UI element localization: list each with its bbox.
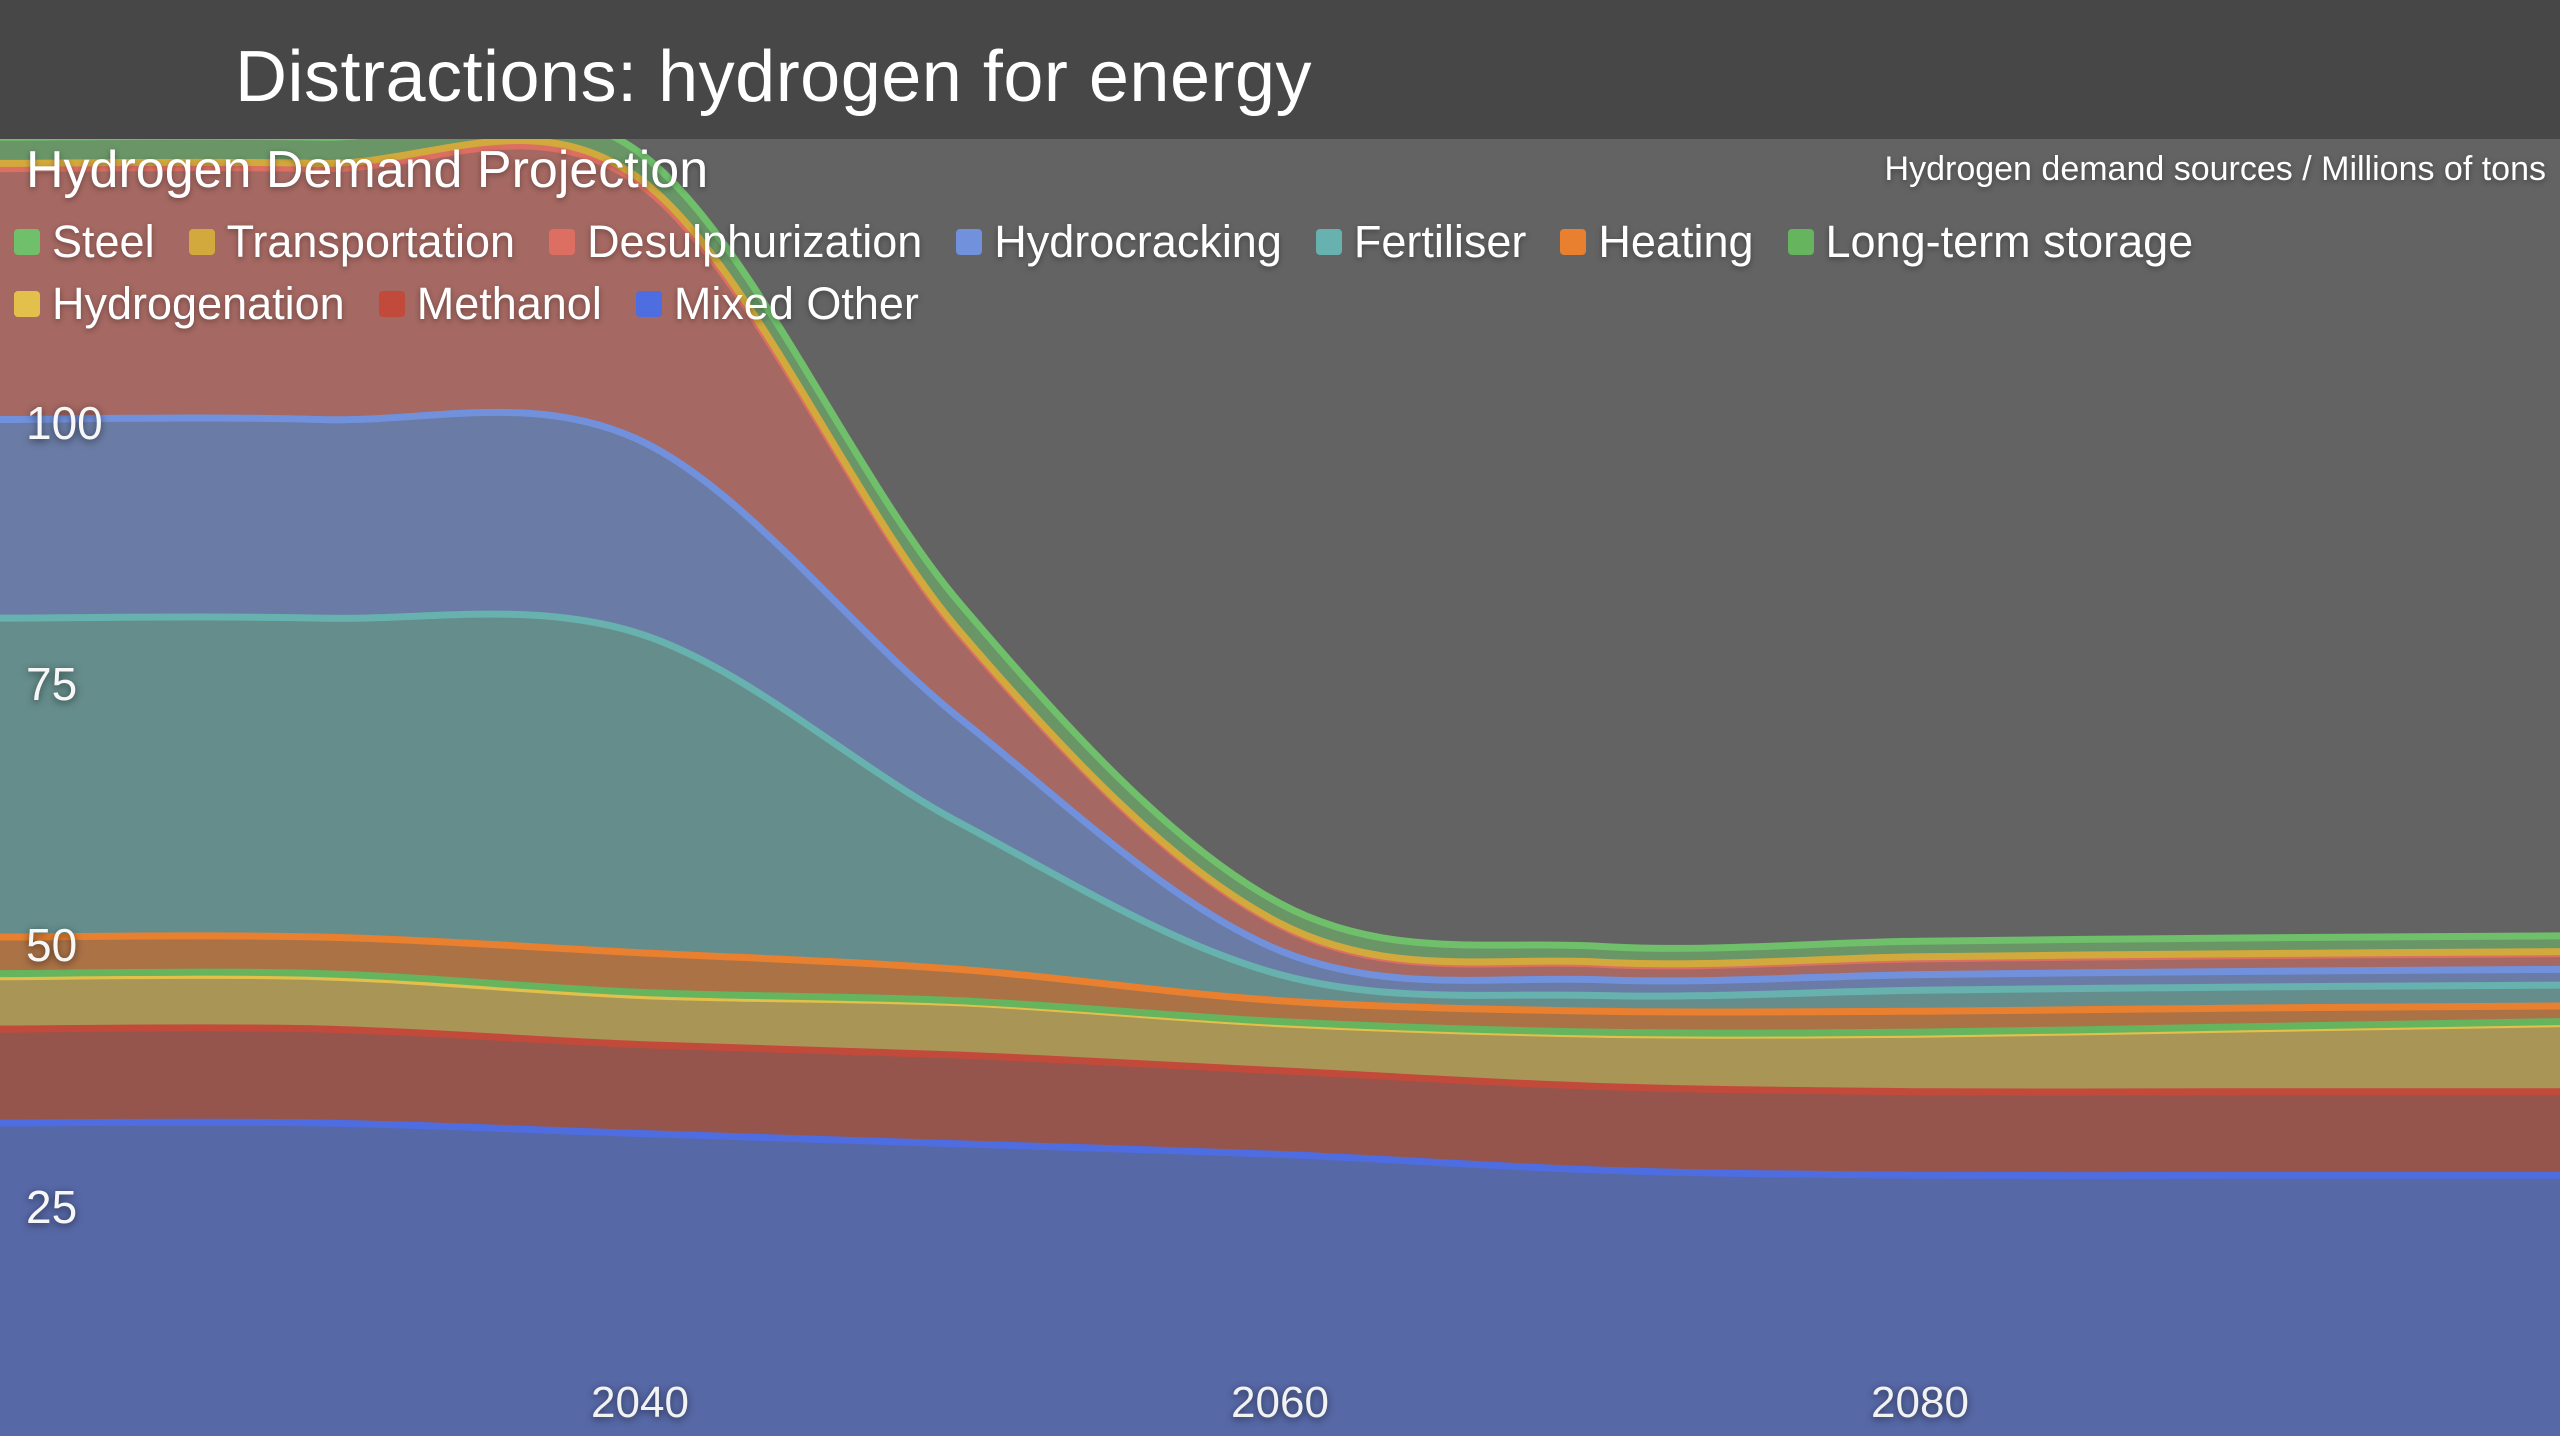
legend-item-fertiliser: Fertiliser (1315, 216, 1527, 268)
legend-label: Hydrocracking (994, 216, 1282, 267)
legend-label: Mixed Other (673, 278, 919, 329)
series-line-long-term-storage (0, 968, 2560, 1037)
legend-label: Hydrogenation (52, 278, 345, 329)
legend-label: Steel (52, 216, 155, 267)
y-tick-label-25: 25 (26, 1180, 78, 1233)
series-area-hydrocracking (0, 412, 2560, 997)
legend-label: Long-term storage (1825, 216, 2194, 267)
legend-marker-icon (378, 291, 405, 317)
x-tick-label-2040: 2040 (591, 1378, 689, 1427)
legend-item-desulphurization: Desulphurization (549, 216, 922, 268)
series-line-steel (0, 139, 2560, 952)
legend-item-hydrogenation: Hydrogenation (14, 278, 345, 330)
chart-title: Hydrogen Demand Projection (26, 141, 709, 199)
stacked-area-chart (0, 139, 2560, 1436)
legend-label: Desulphurization (587, 216, 923, 267)
legend-item-steel: Steel (14, 216, 155, 268)
legend-marker-icon (1560, 229, 1587, 255)
x-tick-label-2060: 2060 (1231, 1378, 1329, 1427)
series-area-heating (0, 935, 2560, 1034)
legend-marker-icon (1787, 229, 1814, 255)
legend-marker-icon (14, 291, 40, 317)
legend-marker-icon (635, 291, 662, 317)
series-line-transportation (0, 139, 2560, 968)
legend-marker-icon (188, 229, 215, 255)
chart-header: Hydrogen Demand Projection Hydrogen dema… (26, 140, 2546, 200)
y-tick-label-75: 75 (26, 658, 78, 710)
legend-item-long-term-storage: Long-term storage (1787, 216, 2194, 268)
legend-label: Heating (1598, 216, 1754, 267)
series-line-mixed-other (0, 1118, 2560, 1180)
legend-label: Methanol (416, 278, 602, 329)
legend-item-mixed-other: Mixed Other (635, 278, 919, 330)
legend-marker-icon (549, 229, 576, 255)
y-tick-label-100: 100 (26, 396, 103, 449)
chart-units-label: Hydrogen demand sources / Millions of to… (1884, 150, 2546, 188)
legend-label: Transportation (226, 216, 516, 267)
legend-item-heating: Heating (1560, 216, 1754, 268)
series-area-methanol (0, 1027, 2560, 1176)
x-tick-label-2080: 2080 (1871, 1378, 1969, 1427)
series-line-methanol (0, 1024, 2560, 1096)
legend-item-methanol: Methanol (378, 278, 602, 330)
legend-marker-icon (1315, 229, 1342, 255)
legend-item-transportation: Transportation (188, 216, 516, 268)
legend-marker-icon (956, 229, 983, 255)
legend-marker-icon (14, 229, 40, 255)
slide-header: Distractions: hydrogen for energy (0, 0, 2560, 139)
series-area-hydrogenation (0, 975, 2560, 1093)
series-line-heating (0, 932, 2560, 1016)
series-area-mixed-other (0, 1122, 2560, 1436)
series-area-fertiliser (0, 614, 2560, 1013)
chart-legend: Steel Transportation Desulphurization Hydro… (14, 216, 2554, 330)
series-line-hydrocracking (0, 408, 2560, 985)
series-line-fertiliser (0, 610, 2560, 1000)
y-tick-label-50: 50 (26, 919, 78, 972)
slide-title: Distractions: hydrogen for energy (235, 36, 1313, 117)
series-area-desulphurization (0, 145, 2560, 981)
legend-label: Fertiliser (1353, 216, 1527, 267)
legend-item-hydrocracking: Hydrocracking (956, 216, 1282, 268)
